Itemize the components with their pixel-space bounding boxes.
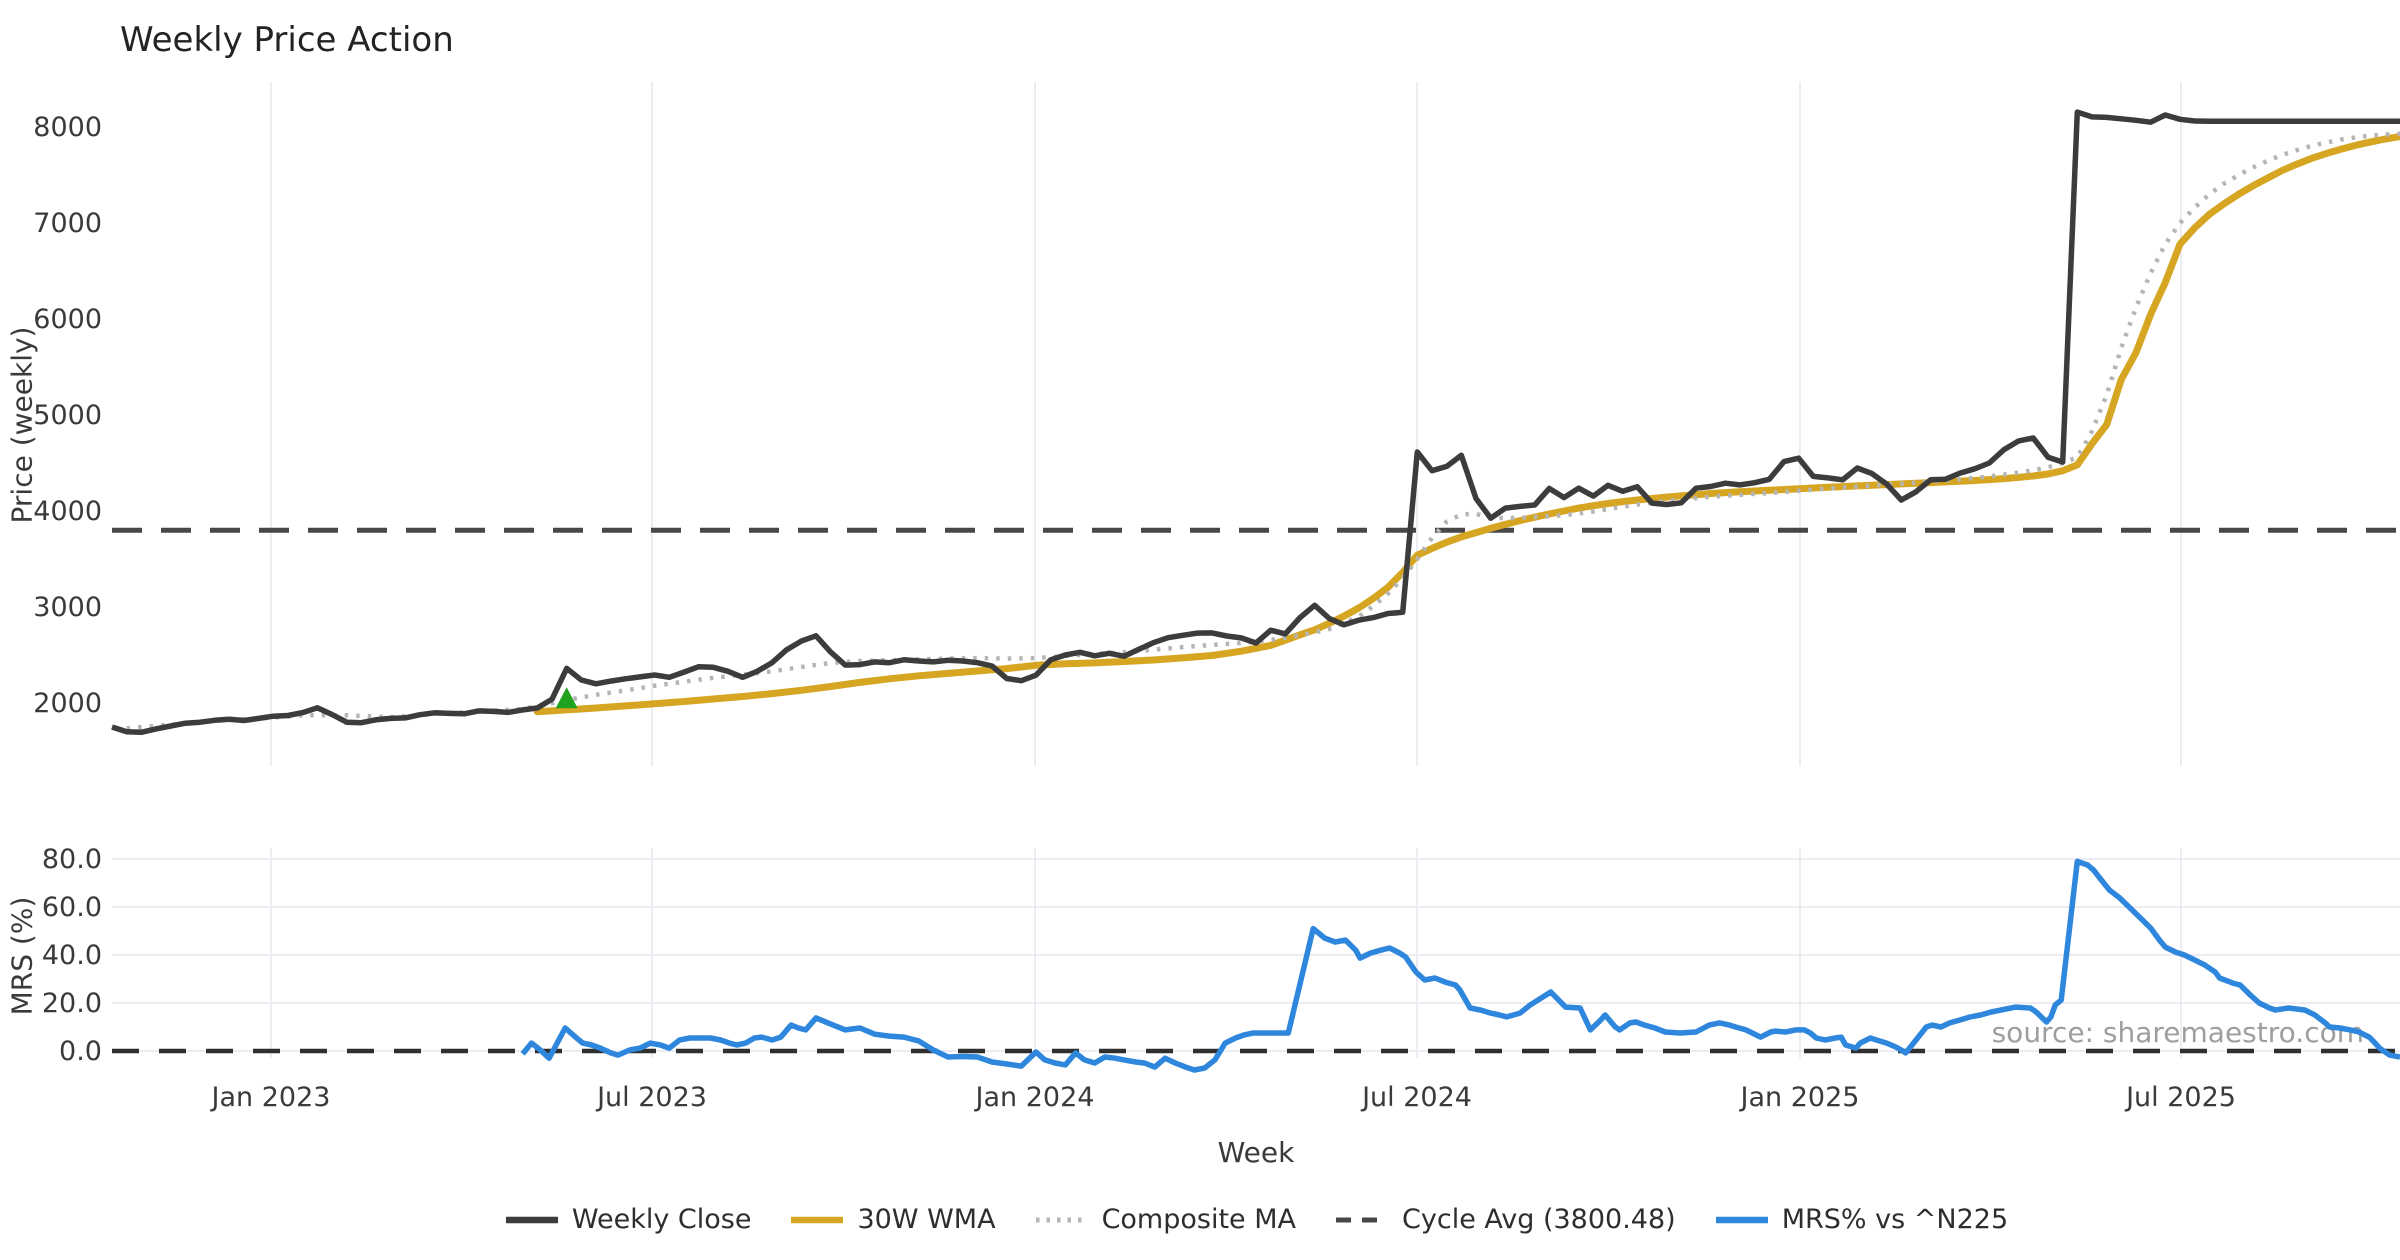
composite-ma-line: [126, 131, 2400, 731]
svg-text:6000: 6000: [33, 304, 102, 335]
svg-text:7000: 7000: [33, 208, 102, 239]
svg-text:2000: 2000: [33, 688, 102, 719]
weekly-close-line: [111, 109, 2400, 736]
wma-line: [533, 133, 2400, 716]
mrs-ytick-labels: 80.0 60.0 40.0 20.0 0.0: [42, 844, 102, 1067]
legend-item-mrs-vs-n225: MRS% vs ^N225: [1714, 1204, 2008, 1235]
vertical-gridlines: [270, 82, 2182, 1058]
x-tick-labels: Jan 2023 Jul 2023 Jan 2024 Jul 2024 Jan 2025…: [210, 1082, 2236, 1113]
legend-swatch-icon: [791, 1216, 844, 1223]
legend-label: Cycle Avg (3800.48): [1402, 1204, 1676, 1235]
svg-text:Jul 2023: Jul 2023: [595, 1082, 707, 1113]
svg-text:40.0: 40.0: [42, 940, 102, 971]
legend-label: 30W WMA: [857, 1204, 996, 1235]
svg-text:8000: 8000: [33, 112, 102, 143]
legend-label: Weekly Close: [571, 1204, 752, 1235]
legend-item-composite-ma: Composite MA: [1034, 1204, 1296, 1235]
x-axis-label: Week: [1217, 1136, 1295, 1169]
signal-triangle-icon: [555, 687, 578, 709]
svg-text:60.0: 60.0: [42, 892, 102, 923]
svg-text:3000: 3000: [33, 592, 102, 623]
legend-item-cycle-avg-3800-48: Cycle Avg (3800.48): [1334, 1204, 1676, 1235]
legend-swatch-icon: [1715, 1216, 1768, 1223]
svg-text:0.0: 0.0: [59, 1036, 102, 1067]
legend-swatch-icon: [1336, 1217, 1389, 1222]
legend-swatch-icon: [505, 1216, 558, 1223]
chart-legend: Weekly Close 30W WMA Composite MA Cycle Avg…: [112, 1204, 2400, 1235]
legend-label: Composite MA: [1101, 1204, 1297, 1235]
svg-text:Jul 2024: Jul 2024: [1360, 1082, 1472, 1113]
price-ytick-labels: 8000 7000 6000 5000 4000 3000 2000: [33, 112, 102, 719]
chart-title: Weekly Price Action: [120, 20, 454, 60]
legend-swatch-icon: [1035, 1217, 1088, 1222]
svg-text:5000: 5000: [33, 400, 102, 431]
svg-text:Jul 2025: Jul 2025: [2124, 1082, 2236, 1113]
mrs-line: [520, 858, 2400, 1073]
svg-text:Jan 2025: Jan 2025: [1739, 1082, 1860, 1113]
source-note: source: sharemaestro.com: [1991, 1016, 2364, 1049]
svg-text:4000: 4000: [33, 496, 102, 527]
legend-label: MRS% vs ^N225: [1781, 1204, 2009, 1235]
svg-text:Jan 2023: Jan 2023: [210, 1082, 331, 1113]
legend-item-30w-wma: 30W WMA: [789, 1204, 996, 1235]
svg-text:Jan 2024: Jan 2024: [974, 1082, 1095, 1113]
legend-item-weekly-close: Weekly Close: [504, 1204, 752, 1235]
mrs-horizontal-gridlines: [112, 858, 2400, 1052]
svg-text:20.0: 20.0: [42, 988, 102, 1019]
svg-text:80.0: 80.0: [42, 844, 102, 875]
